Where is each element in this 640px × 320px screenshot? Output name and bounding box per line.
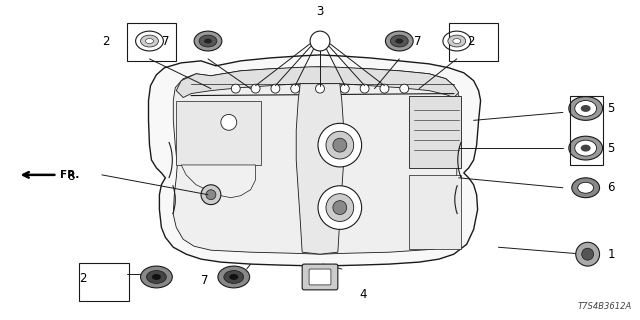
Text: 7: 7: [414, 35, 422, 48]
Ellipse shape: [199, 35, 217, 47]
Ellipse shape: [569, 136, 602, 160]
Text: T7S4B3612A: T7S4B3612A: [578, 302, 632, 311]
Ellipse shape: [385, 31, 413, 51]
Ellipse shape: [575, 100, 596, 116]
Ellipse shape: [204, 39, 212, 44]
Ellipse shape: [396, 39, 403, 44]
Circle shape: [326, 131, 354, 159]
Ellipse shape: [224, 270, 244, 284]
Circle shape: [400, 84, 409, 93]
Text: FR.: FR.: [60, 170, 79, 180]
Circle shape: [333, 138, 347, 152]
Circle shape: [333, 201, 347, 214]
Polygon shape: [148, 55, 481, 266]
Polygon shape: [176, 67, 459, 98]
Ellipse shape: [152, 274, 161, 280]
Circle shape: [251, 84, 260, 93]
Ellipse shape: [390, 35, 408, 47]
Ellipse shape: [443, 31, 470, 51]
Text: 4: 4: [360, 288, 367, 301]
Circle shape: [318, 186, 362, 229]
Polygon shape: [409, 175, 461, 249]
Polygon shape: [409, 96, 461, 168]
Text: 5: 5: [607, 142, 615, 155]
Text: 3: 3: [316, 5, 324, 18]
Bar: [79, 263, 129, 301]
Ellipse shape: [572, 178, 600, 198]
Ellipse shape: [147, 270, 166, 284]
Ellipse shape: [141, 266, 172, 288]
Ellipse shape: [218, 266, 250, 288]
Polygon shape: [173, 67, 460, 254]
Polygon shape: [176, 100, 260, 165]
Polygon shape: [181, 165, 255, 198]
Circle shape: [201, 185, 221, 204]
Circle shape: [310, 31, 330, 51]
Text: 7: 7: [202, 275, 209, 287]
FancyBboxPatch shape: [309, 269, 331, 285]
Bar: [449, 23, 499, 61]
Ellipse shape: [194, 31, 222, 51]
Text: 6: 6: [607, 181, 615, 194]
Ellipse shape: [575, 140, 596, 156]
Circle shape: [291, 84, 300, 93]
Ellipse shape: [580, 105, 591, 112]
Ellipse shape: [229, 274, 238, 280]
Ellipse shape: [448, 35, 466, 47]
Circle shape: [318, 123, 362, 167]
Circle shape: [360, 84, 369, 93]
Text: 2: 2: [79, 272, 87, 285]
Ellipse shape: [569, 97, 602, 120]
Text: 8: 8: [67, 170, 75, 183]
Circle shape: [271, 84, 280, 93]
Ellipse shape: [141, 35, 159, 47]
Text: 5: 5: [607, 102, 615, 115]
Circle shape: [326, 194, 354, 221]
Text: 1: 1: [607, 248, 615, 261]
Circle shape: [582, 248, 594, 260]
Ellipse shape: [145, 39, 154, 44]
Circle shape: [206, 190, 216, 200]
Ellipse shape: [580, 145, 591, 152]
Circle shape: [221, 114, 237, 130]
Circle shape: [340, 84, 349, 93]
Bar: [570, 96, 602, 165]
Polygon shape: [296, 84, 344, 254]
Circle shape: [316, 84, 324, 93]
Bar: [127, 23, 176, 61]
Text: 2: 2: [102, 35, 110, 48]
Text: 7: 7: [162, 35, 170, 48]
Ellipse shape: [578, 182, 594, 193]
Circle shape: [380, 84, 389, 93]
Circle shape: [576, 242, 600, 266]
Circle shape: [231, 84, 240, 93]
Ellipse shape: [453, 39, 461, 44]
Ellipse shape: [136, 31, 163, 51]
FancyBboxPatch shape: [302, 264, 338, 290]
Text: 2: 2: [467, 35, 474, 48]
